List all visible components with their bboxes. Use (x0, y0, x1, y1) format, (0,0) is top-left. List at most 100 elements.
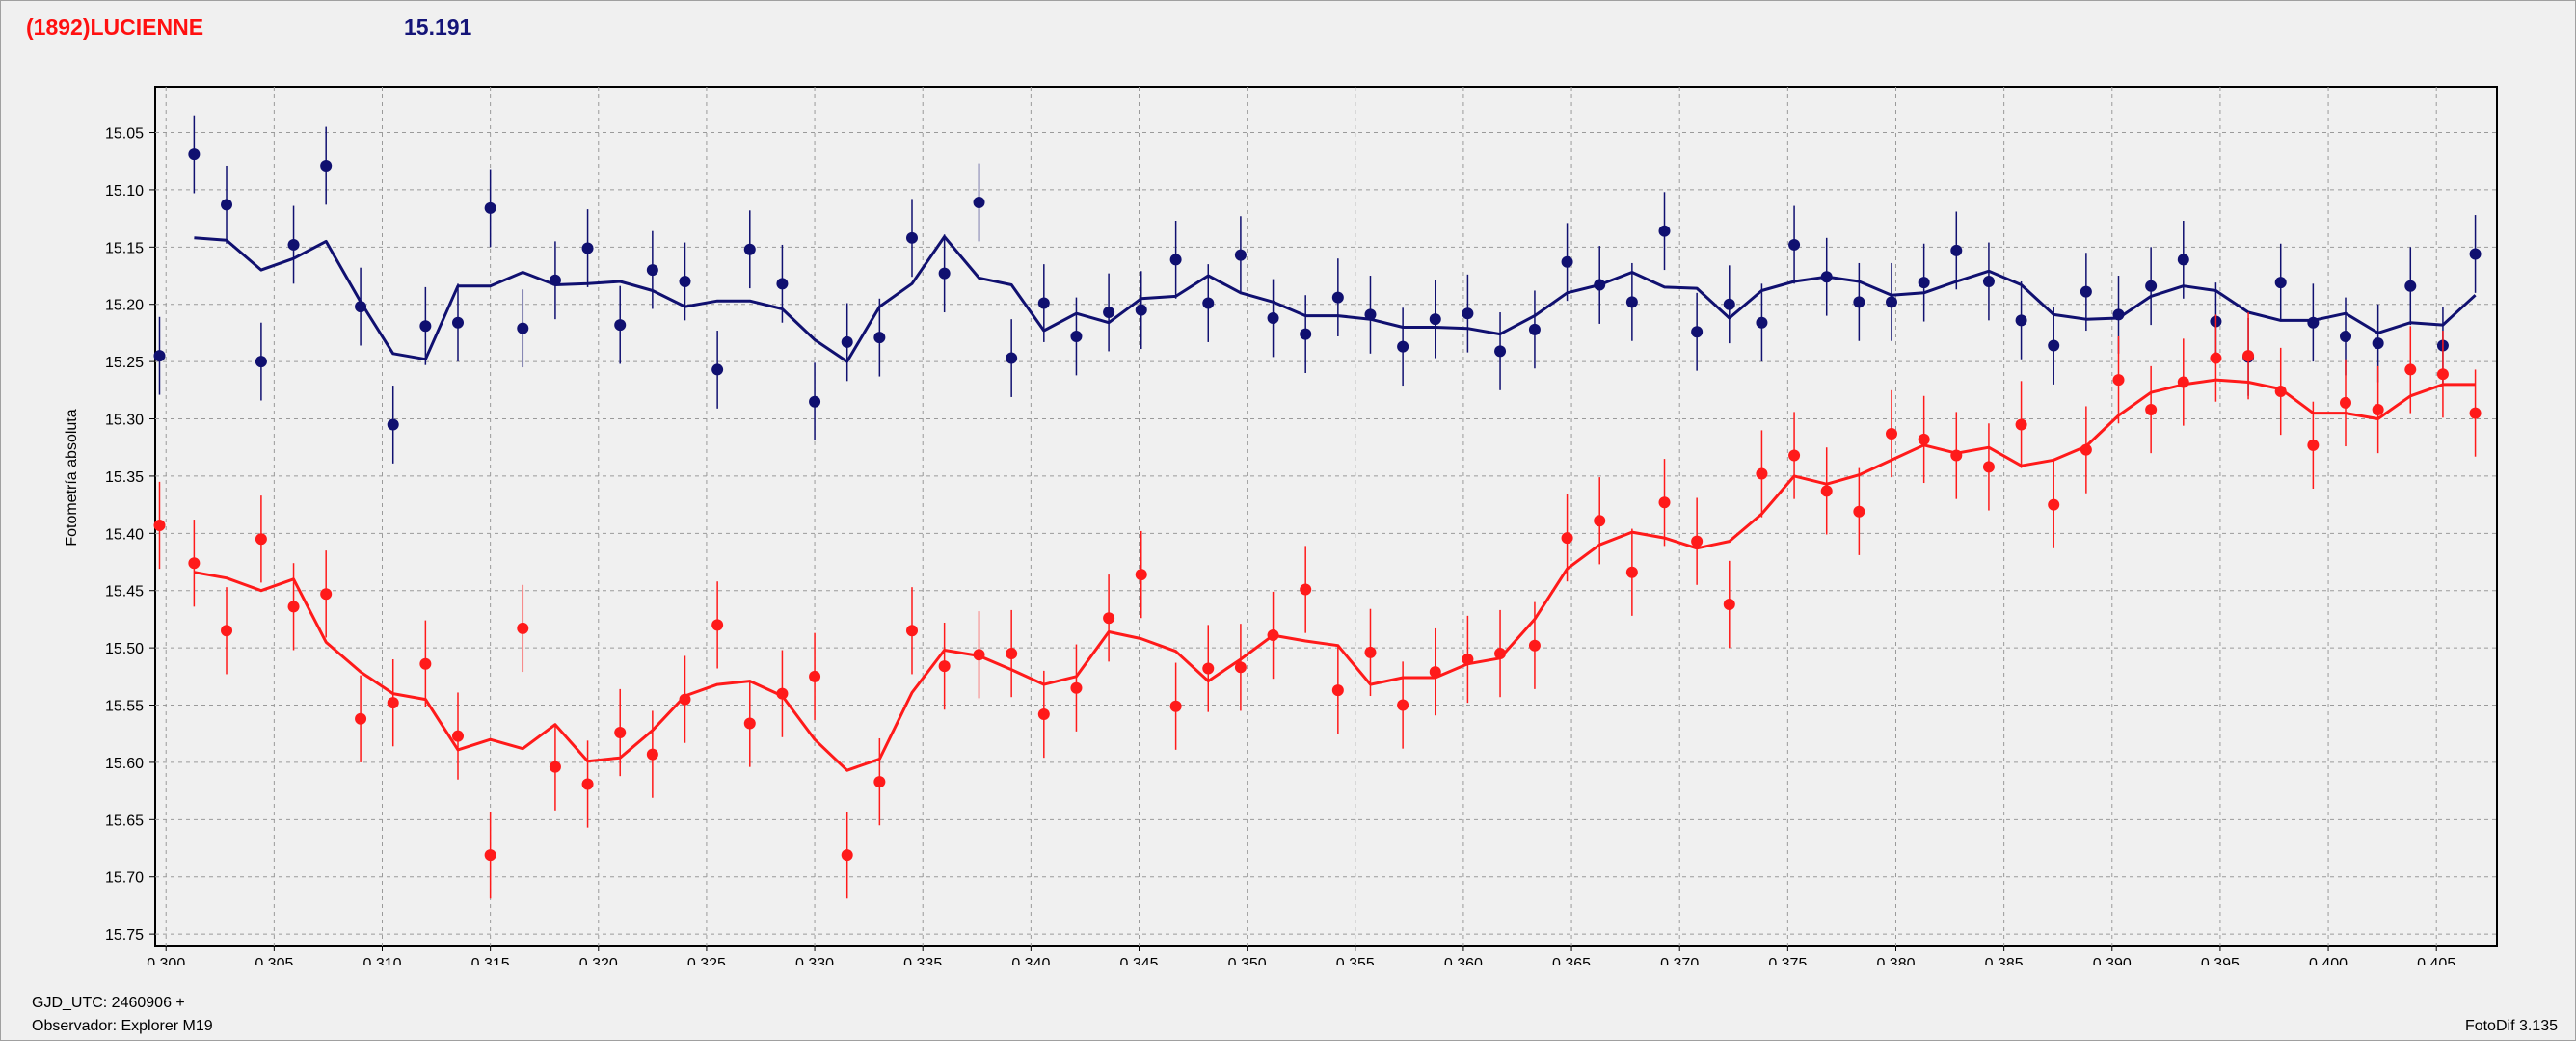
data-point (1006, 352, 1018, 364)
reference-magnitude-label: 15.191 (404, 14, 472, 40)
data-point (1723, 598, 1735, 610)
data-point (1429, 666, 1441, 679)
data-point (1494, 648, 1507, 660)
data-point (1691, 535, 1704, 547)
data-point (2307, 316, 2320, 329)
y-tick-label: 15.60 (105, 756, 144, 772)
data-point (873, 332, 886, 344)
data-point (2307, 439, 2320, 451)
fit-line (194, 378, 2476, 772)
data-point (973, 196, 985, 208)
data-point (1267, 629, 1279, 642)
data-point (1103, 612, 1115, 625)
data-point (221, 199, 233, 211)
x-tick-label: 0.340 (1011, 956, 1050, 965)
data-point (153, 350, 166, 362)
x-tick-label: 0.325 (687, 956, 726, 965)
data-point (387, 697, 399, 709)
data-point (1691, 326, 1704, 338)
data-point (1202, 662, 1215, 675)
x-tick-label: 0.400 (2309, 956, 2348, 965)
data-point (1853, 296, 1865, 308)
data-point (2080, 285, 2092, 298)
data-point (743, 243, 756, 255)
data-point (1886, 296, 1898, 308)
data-point (2015, 418, 2027, 431)
data-point (2436, 368, 2449, 381)
data-point (614, 727, 627, 739)
data-point (2404, 363, 2417, 376)
data-point (1982, 275, 1995, 287)
data-point (517, 322, 529, 334)
data-point (517, 622, 529, 634)
data-point (1234, 249, 1247, 261)
data-point (355, 712, 367, 725)
observer-label: Observador: Explorer M19 (32, 1018, 213, 1034)
data-point (2015, 314, 2027, 327)
data-point (1625, 566, 1638, 578)
data-point (2372, 337, 2384, 350)
data-point (387, 418, 399, 431)
lightcurve-chart: 0.300 0.305 0.310 0.315 0.320 0.325 0.330 0.335… (64, 86, 2498, 965)
data-point (1594, 515, 1606, 527)
x-tick-label: 0.375 (1768, 956, 1807, 965)
data-point (1169, 700, 1182, 712)
data-point (2112, 308, 2125, 321)
software-version-label: FotoDif 3.135 (2464, 1018, 2558, 1034)
data-point (355, 301, 367, 313)
data-point (320, 159, 333, 172)
y-tick-label: 15.05 (105, 126, 144, 143)
data-point (419, 657, 432, 670)
data-point (2469, 407, 2482, 419)
data-point (1300, 328, 1312, 340)
data-point (1982, 461, 1995, 473)
data-point (1364, 308, 1377, 321)
data-point (419, 320, 432, 333)
data-point (1658, 496, 1671, 509)
y-tick-label: 15.65 (105, 813, 144, 829)
data-point (841, 335, 853, 348)
data-point (1202, 297, 1215, 309)
data-point (938, 660, 951, 673)
data-point (1135, 304, 1147, 316)
data-point (2242, 350, 2255, 362)
x-tick-label: 0.330 (795, 956, 834, 965)
x-tick-label: 0.385 (1985, 956, 2024, 965)
y-tick-label: 15.55 (105, 699, 144, 715)
data-point (2340, 396, 2352, 409)
data-point (451, 730, 464, 742)
data-point (1169, 254, 1182, 266)
x-tick-label: 0.300 (147, 956, 185, 965)
data-point (1429, 313, 1441, 326)
data-point (1950, 244, 1963, 256)
x-tick-label: 0.305 (255, 956, 293, 965)
data-point (776, 687, 789, 700)
data-point (1788, 449, 1801, 462)
y-axis-label: Fotometría absoluta (64, 409, 80, 546)
x-tick-label: 0.395 (2201, 956, 2240, 965)
data-point (1103, 307, 1115, 319)
data-point (1070, 330, 1083, 342)
data-point (2177, 376, 2189, 388)
data-point (873, 776, 886, 788)
data-point (2145, 280, 2158, 292)
data-point (484, 849, 496, 862)
data-point (320, 588, 333, 601)
data-point (2145, 404, 2158, 416)
data-point (1756, 316, 1768, 329)
data-point (1300, 583, 1312, 596)
object-name-label: (1892)LUCIENNE (26, 14, 204, 40)
x-tick-label: 0.360 (1444, 956, 1483, 965)
data-point (549, 274, 561, 286)
gjd-label: GJD_UTC: 2460906 + (32, 995, 185, 1011)
y-tick-label: 15.40 (105, 526, 144, 543)
data-point (679, 693, 691, 706)
x-tick-label: 0.315 (471, 956, 510, 965)
data-point (2048, 339, 2060, 352)
data-point (1135, 569, 1147, 581)
x-tick-label: 0.370 (1660, 956, 1699, 965)
x-tick-label: 0.310 (362, 956, 401, 965)
y-tick-label: 15.25 (105, 355, 144, 371)
data-point (2274, 277, 2287, 289)
y-tick-label: 15.35 (105, 469, 144, 486)
